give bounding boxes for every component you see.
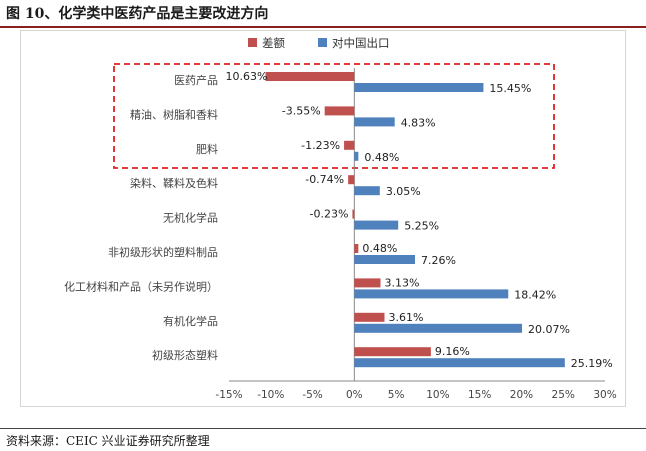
diff-value-label: 10.63% <box>226 70 268 83</box>
diff-value-label: -0.74% <box>305 173 344 186</box>
legend: 差额 对中国出口 <box>248 36 390 50</box>
export-bar <box>354 186 380 196</box>
diff-value-label: -0.23% <box>309 208 348 221</box>
legend-label-export: 对中国出口 <box>332 36 390 50</box>
category-label: 初级形态塑料 <box>152 348 218 362</box>
diff-value-label: -1.23% <box>301 139 340 152</box>
x-tick-label: 5% <box>388 389 405 401</box>
export-value-label: 3.05% <box>386 185 421 198</box>
x-tick-label: 20% <box>510 389 533 401</box>
axis-layer: -15% -10% -5% 0% 5% 10% 15% 20% 25% 30% 医药产品精油、树脂和… <box>64 68 617 401</box>
diff-bar <box>324 106 355 116</box>
legend-swatch-export <box>318 38 327 47</box>
highlight-layer <box>113 63 555 169</box>
category-label: 精油、树脂和香料 <box>130 107 218 121</box>
legend-swatch-diff <box>248 38 257 47</box>
export-value-label: 5.25% <box>404 220 439 233</box>
export-bar <box>354 358 565 368</box>
bottom-rule <box>0 428 646 429</box>
x-tick-label: 10% <box>426 389 449 401</box>
diff-bar <box>265 72 355 81</box>
diff-bar <box>354 278 381 288</box>
bars-layer: 10.63% 15.45% -3.55% 4.83% -1.23% 0.48% -0.74%… <box>226 70 613 370</box>
legend-label-diff: 差额 <box>262 36 285 50</box>
x-tick-label: -10% <box>257 389 284 401</box>
category-label: 染料、鞣料及色料 <box>130 176 218 190</box>
export-value-label: 15.45% <box>489 82 531 95</box>
diff-value-label: -3.55% <box>282 104 321 117</box>
diff-bar <box>354 312 385 322</box>
diff-value-label: 9.16% <box>435 345 470 358</box>
export-bar <box>354 220 399 230</box>
x-tick-label: 25% <box>552 389 575 401</box>
category-label: 有机化学品 <box>163 314 218 328</box>
figure-title: 图 10、化学类中医药产品是主要改进方向 <box>6 6 269 22</box>
category-label: 无机化学品 <box>163 211 218 225</box>
export-value-label: 4.83% <box>401 116 436 129</box>
diff-bar <box>352 209 355 219</box>
export-bar <box>354 289 509 299</box>
category-label: 非初级形状的塑料制品 <box>108 245 218 259</box>
diff-value-label: 0.48% <box>362 242 397 255</box>
chart-frame <box>20 30 626 407</box>
export-bar <box>354 117 395 127</box>
export-value-label: 20.07% <box>528 323 570 336</box>
x-tick-label: -15% <box>215 389 242 401</box>
diff-bar <box>348 175 355 185</box>
export-bar <box>354 255 415 264</box>
title-rule <box>0 26 646 28</box>
export-value-label: 7.26% <box>421 254 456 267</box>
category-label: 肥料 <box>196 142 218 156</box>
export-value-label: 18.42% <box>514 288 556 301</box>
category-label: 化工材料和产品（未另作说明） <box>64 279 218 293</box>
diff-bar <box>354 244 359 253</box>
diff-bar <box>354 347 431 357</box>
x-tick-label: 30% <box>593 389 616 401</box>
export-bar <box>354 151 359 161</box>
export-bar <box>354 83 484 92</box>
x-tick-label: 0% <box>346 389 363 401</box>
diff-bar <box>344 140 355 150</box>
category-label: 医药产品 <box>174 73 218 87</box>
source-note: 资料来源：CEIC 兴业证券研究所整理 <box>6 434 210 448</box>
export-value-label: 25.19% <box>571 357 613 370</box>
export-bar <box>354 323 523 333</box>
diff-value-label: 3.61% <box>388 311 423 324</box>
highlight-box <box>113 63 555 169</box>
diff-value-label: 3.13% <box>384 276 419 289</box>
x-tick-label: 15% <box>468 389 491 401</box>
export-value-label: 0.48% <box>364 151 399 164</box>
x-tick-label: -5% <box>302 389 322 401</box>
